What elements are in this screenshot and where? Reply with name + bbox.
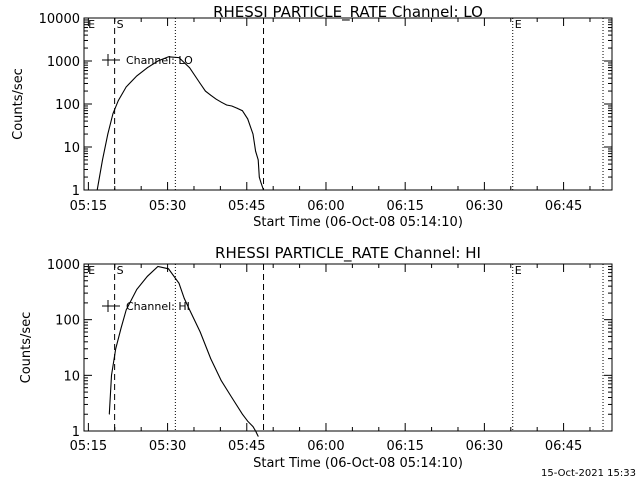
data-point <box>136 75 138 77</box>
x-tick-label: 05:45 <box>228 199 265 214</box>
plot-frame <box>83 17 613 191</box>
y-tick-label: 10 <box>63 369 80 384</box>
data-point <box>210 358 212 359</box>
event-marker-label: E <box>88 264 95 277</box>
chart-title: RHESSI PARTICLE_RATE Channel: HI <box>215 244 481 263</box>
data-point <box>107 133 109 135</box>
data-point <box>215 98 217 100</box>
event-marker-label: E <box>515 18 522 31</box>
data-point <box>231 397 233 398</box>
data-point <box>111 374 112 376</box>
x-tick-label: 05:30 <box>149 439 186 454</box>
data-point <box>242 413 243 415</box>
data-point <box>146 275 148 277</box>
x-tick-label: 06:45 <box>545 439 582 454</box>
data-point <box>120 327 122 329</box>
data-point <box>168 56 169 58</box>
legend-label: Channel: HI <box>126 300 190 313</box>
data-point <box>178 57 180 58</box>
event-marker-label: E <box>88 18 95 31</box>
data-point <box>199 83 201 84</box>
data-point <box>255 430 256 432</box>
data-point <box>189 67 191 69</box>
x-tick-label: 06:00 <box>307 439 344 454</box>
data-point <box>117 100 119 101</box>
event-marker-label: E <box>515 264 522 277</box>
x-tick-label: 06:00 <box>307 199 344 214</box>
data-point <box>263 189 264 191</box>
data-point <box>125 86 127 88</box>
data-point <box>125 309 127 311</box>
data-point <box>220 101 222 103</box>
x-tick-label: 06:15 <box>386 199 423 214</box>
data-point <box>258 176 260 178</box>
data-point <box>102 159 103 161</box>
y-tick-label: 10 <box>63 141 80 156</box>
x-tick-label: 06:30 <box>466 439 503 454</box>
data-point <box>247 118 249 120</box>
data-point <box>183 298 185 299</box>
data-point <box>136 288 138 290</box>
y-tick-label: 100 <box>55 314 80 329</box>
y-tick-label: 1 <box>72 184 80 199</box>
data-point <box>255 150 256 152</box>
x-tick-label: 05:45 <box>228 439 265 454</box>
data-series-hi <box>108 265 259 437</box>
plot-frame <box>83 263 613 432</box>
x-tick-label: 05:15 <box>70 439 107 454</box>
data-point <box>199 331 201 333</box>
x-tick-label: 06:45 <box>545 199 582 214</box>
y-tick-label: 100 <box>55 98 80 113</box>
y-axis-label: Counts/sec <box>11 68 26 140</box>
data-point <box>260 182 262 183</box>
data-point <box>96 189 98 191</box>
y-tick-label: 10000 <box>39 12 80 27</box>
footer-timestamp: 15-Oct-2021 15:33 <box>541 468 636 479</box>
data-point <box>112 113 114 114</box>
data-point <box>242 110 243 112</box>
event-marker-label: S <box>117 18 124 31</box>
data-point <box>115 348 117 350</box>
data-point <box>210 94 212 96</box>
x-axis-label: Start Time (06-Oct-08 05:14:10) <box>253 456 463 471</box>
data-point <box>205 90 206 92</box>
data-point <box>247 420 249 422</box>
x-tick-label: 05:15 <box>70 199 107 214</box>
data-point <box>108 413 110 415</box>
data-point <box>257 159 259 161</box>
panel-hi: RHESSI PARTICLE_RATE Channel: HI 1 10 100 10… <box>19 244 613 471</box>
data-point <box>157 60 159 62</box>
data-point <box>178 282 180 284</box>
chart-title: RHESSI PARTICLE_RATE Channel: LO <box>213 3 483 22</box>
data-point <box>252 426 254 427</box>
x-axis-label: Start Time (06-Oct-08 05:14:10) <box>253 215 463 230</box>
data-point <box>252 133 254 135</box>
panel-lo: RHESSI PARTICLE_RATE Channel: LO 1 10 100 10… <box>11 3 613 230</box>
y-tick-label: 1000 <box>47 258 80 273</box>
x-tick-label: 06:30 <box>466 199 503 214</box>
data-point <box>168 268 169 270</box>
data-series-lo <box>96 56 265 191</box>
data-point <box>236 107 238 109</box>
data-point <box>157 266 159 267</box>
x-tick-label: 05:30 <box>149 199 186 214</box>
data-point <box>257 435 259 437</box>
data-point <box>220 380 222 382</box>
data-point <box>226 104 227 106</box>
x-tick-label: 06:15 <box>386 439 423 454</box>
y-axis-label: Counts/sec <box>19 312 34 384</box>
y-tick-label: 1 <box>72 425 80 440</box>
data-point <box>231 105 233 107</box>
data-point <box>189 309 191 311</box>
y-tick-label: 1000 <box>47 55 80 70</box>
data-point <box>146 67 148 69</box>
event-marker-label: S <box>117 264 124 277</box>
